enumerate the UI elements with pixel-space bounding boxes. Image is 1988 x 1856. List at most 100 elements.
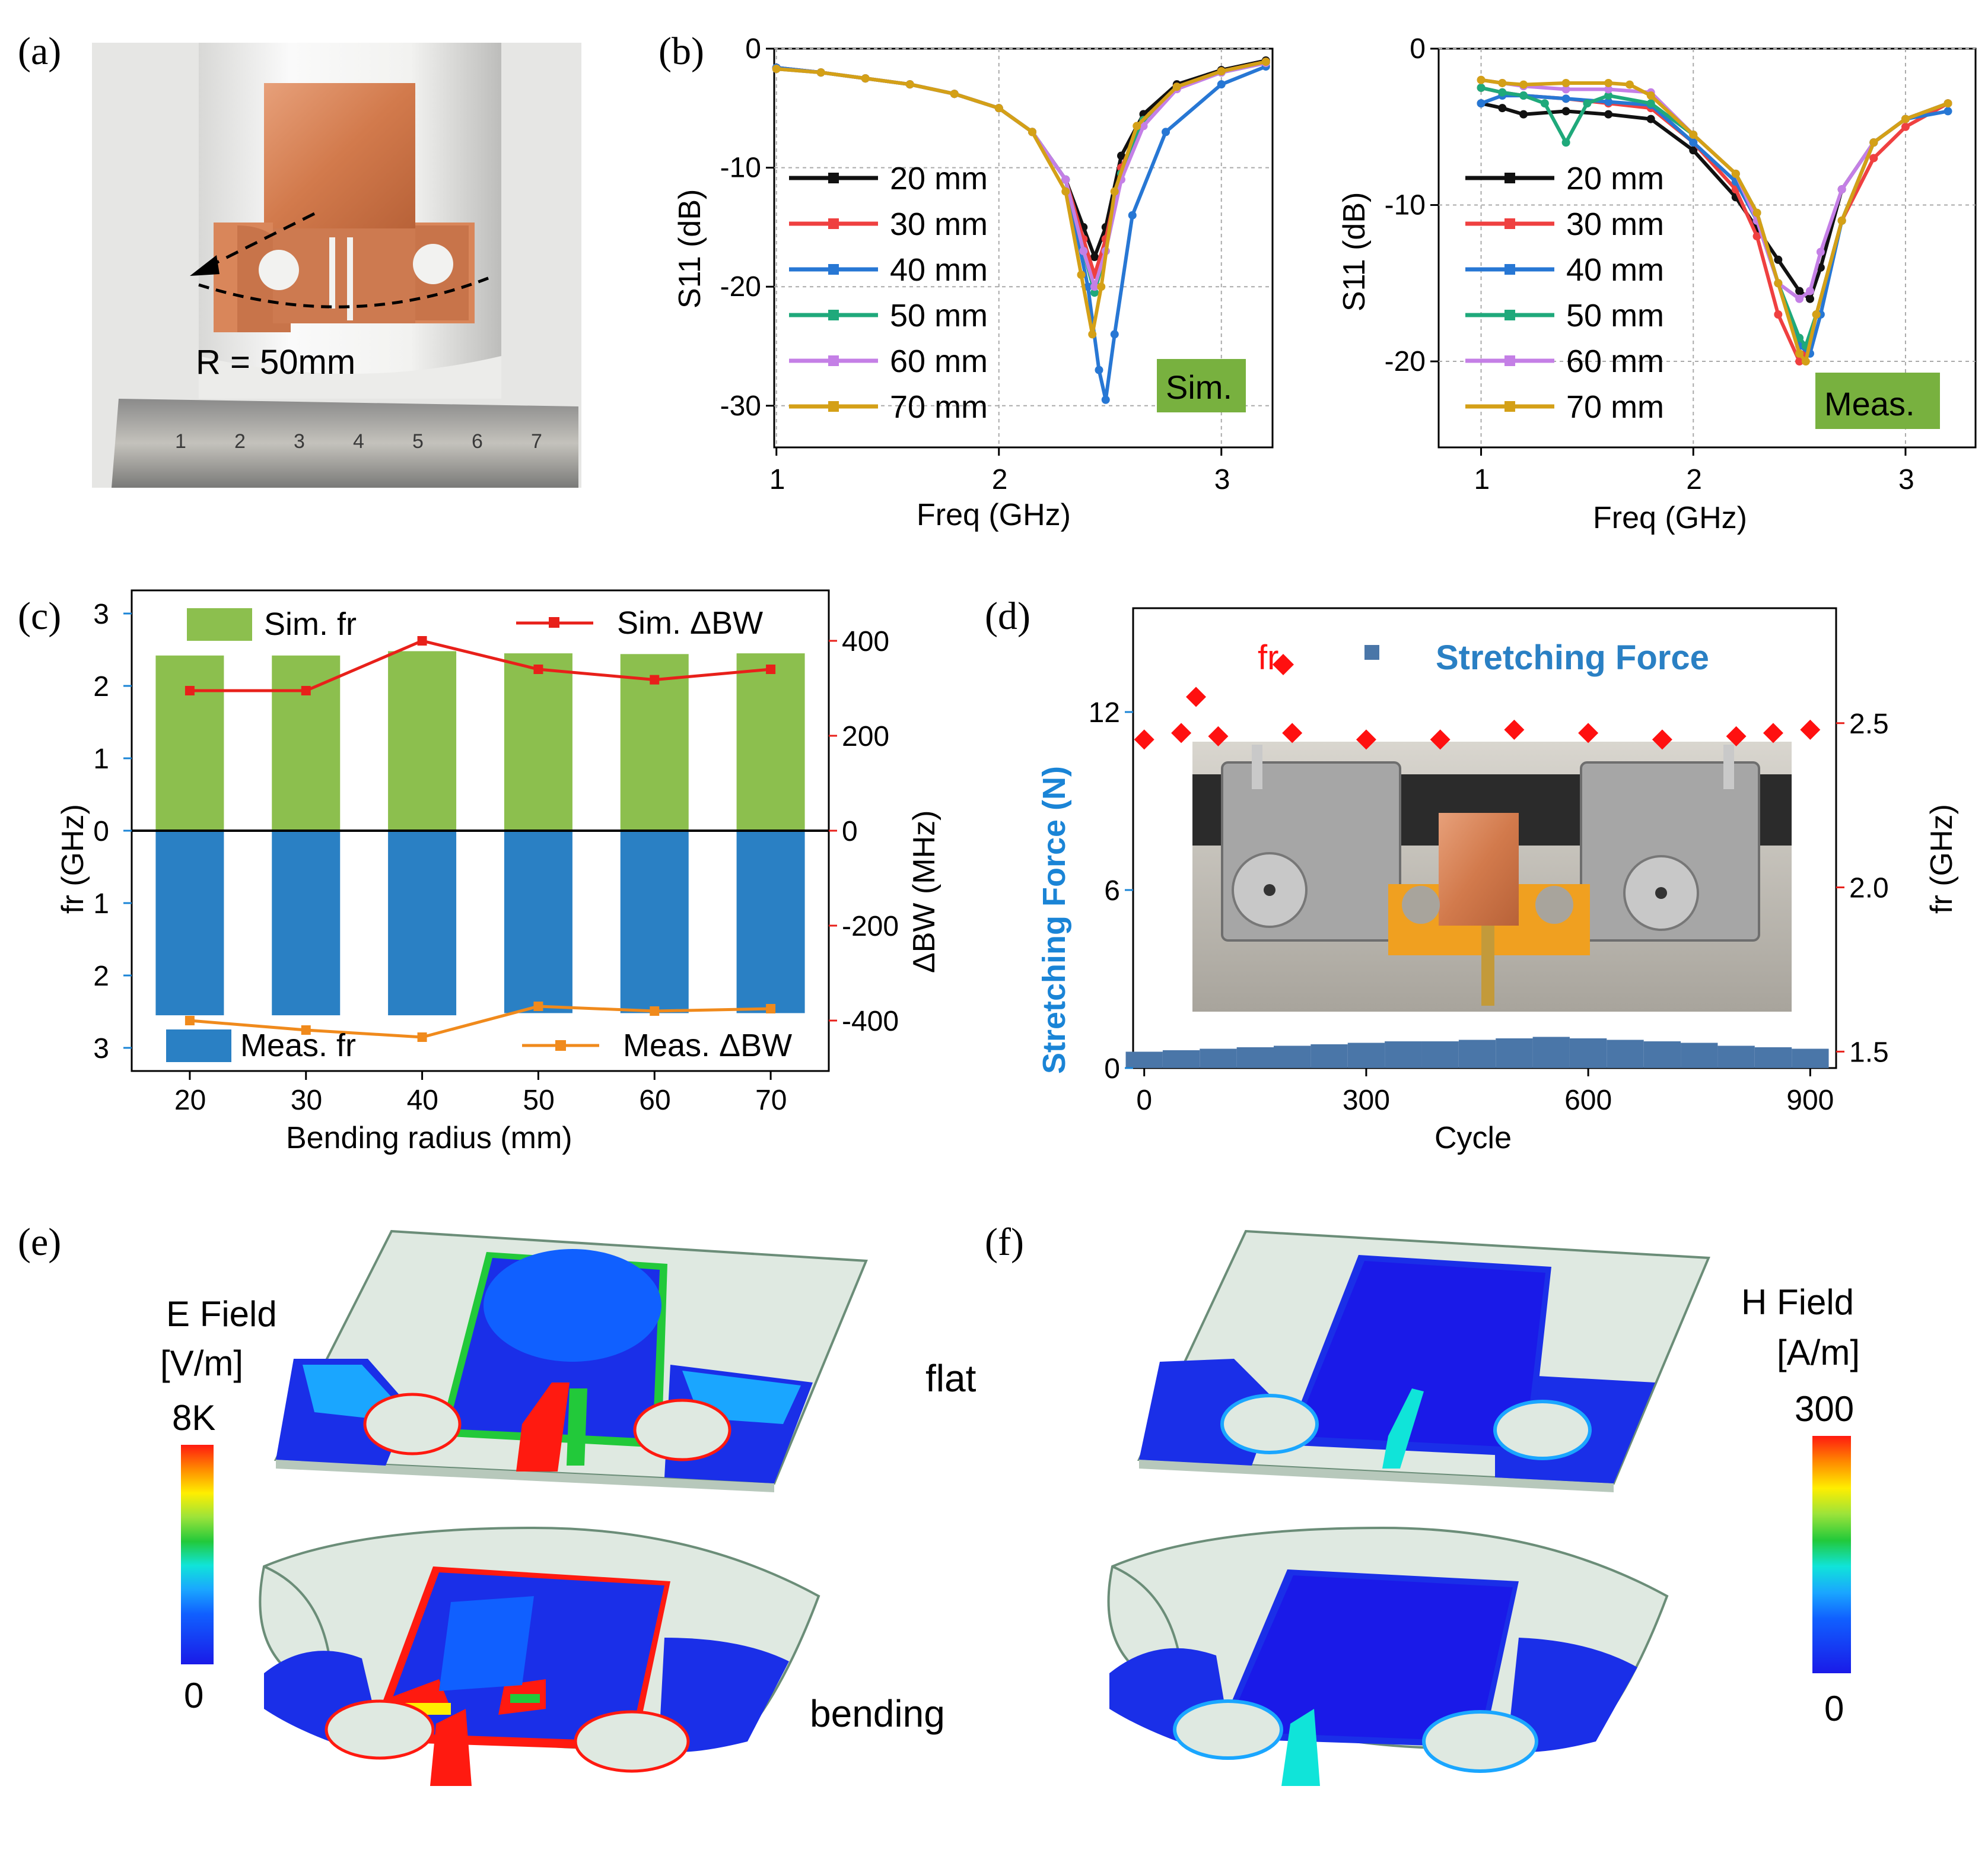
series-point-70-mm — [1944, 99, 1952, 108]
panel-label-a: (a) — [18, 30, 61, 73]
series-point-70-mm — [1077, 271, 1086, 279]
series-point-40-mm — [1944, 107, 1952, 116]
legend-marker-20-mm — [1504, 173, 1515, 183]
chart-c: 20 30 40 50 60 70 3 2 1 0 1 2 3 400 200 0 -200 -400 Sim. … — [56, 589, 941, 1155]
b-sim-ylabel: S11 (dB) — [673, 189, 707, 309]
series-point-40-mm — [1477, 99, 1486, 108]
force-bar-500 — [1496, 1038, 1533, 1068]
f-unit: [A/m] — [1777, 1333, 1860, 1372]
bw-marker-3-50 — [533, 1002, 543, 1011]
series-point-70-mm — [950, 90, 959, 98]
c-ylabel-right: ΔBW (MHz) — [907, 811, 941, 973]
ytick-label-0: 0 — [1410, 33, 1426, 65]
xtick-label-3: 3 — [1214, 464, 1230, 495]
d-ytick-right-label-1.5: 1.5 — [1849, 1037, 1889, 1068]
force-bar-600 — [1569, 1038, 1607, 1068]
legend-sim-fr: Sim. fr — [264, 606, 357, 642]
legend-label-60-mm: 60 mm — [890, 344, 988, 379]
ruler-tick-3: 3 — [294, 430, 305, 453]
series-point-70-mm — [816, 68, 825, 77]
e-title: E Field — [166, 1294, 277, 1334]
legend-label-70-mm: 70 mm — [890, 389, 988, 425]
legend-sim-bw: Sim. ΔBW — [617, 605, 763, 641]
series-point-70-mm — [1172, 82, 1181, 91]
chart-d: 0 300 600 900 0 6 12 1.5 2.0 2.5 fr Stretching Fo… — [1036, 607, 1959, 1155]
series-point-70-mm — [1837, 216, 1846, 225]
series-point-70-mm — [1731, 169, 1740, 178]
series-point-20-mm — [1805, 294, 1814, 303]
legend-sim-fr-swatch — [187, 608, 252, 641]
series-point-30-mm — [1752, 232, 1761, 241]
d-ytick-left-label-6: 6 — [1104, 875, 1120, 907]
h-field-bending-model — [1107, 1526, 1669, 1786]
photo-a: R = 50mm 1 2 3 4 5 6 7 — [92, 43, 581, 488]
ytick-label--20: -20 — [720, 271, 761, 303]
xtick-label-1: 1 — [769, 464, 785, 495]
series-point-70-mm — [1561, 78, 1570, 87]
f-title: H Field — [1741, 1282, 1854, 1322]
e-field-bending-model — [259, 1526, 820, 1786]
series-point-30-mm — [1774, 310, 1783, 319]
legend-label-50-mm: 50 mm — [1566, 298, 1664, 333]
ytick-label--10: -10 — [1385, 190, 1426, 221]
legend-marker-50-mm — [1504, 310, 1515, 320]
legend-label-30-mm: 30 mm — [890, 206, 988, 242]
series-point-70-mm — [772, 65, 781, 74]
bw-line-3 — [189, 1005, 771, 1039]
force-bar-200 — [1274, 1045, 1311, 1068]
series-point-70-mm — [1088, 330, 1097, 339]
series-point-20-mm — [1604, 110, 1613, 119]
series-point-70-mm — [1110, 187, 1119, 196]
series-point-70-mm — [994, 104, 1003, 113]
meas-fr-bar-30 — [272, 831, 341, 1016]
series-point-40-mm — [1128, 211, 1137, 220]
series-point-70-mm — [1625, 80, 1634, 89]
fr-point-900 — [1800, 719, 1821, 740]
c-xtick-label-40: 40 — [407, 1085, 438, 1116]
force-bar-300 — [1347, 1043, 1385, 1068]
series-point-70-mm — [1477, 75, 1486, 84]
sim-fr-bar-70 — [736, 653, 805, 831]
series-point-50-mm — [1090, 288, 1099, 297]
series-line-20-mm — [776, 59, 1267, 259]
ruler-tick-5: 5 — [412, 430, 424, 453]
ytick-label--20: -20 — [1385, 346, 1426, 377]
c-ytick-right-label-200: 200 — [842, 721, 889, 752]
legend-label-70-mm: 70 mm — [1566, 389, 1664, 425]
series-point-70-mm — [1689, 130, 1698, 139]
legend-label-50-mm: 50 mm — [890, 298, 988, 333]
c-xtick-label-30: 30 — [291, 1085, 322, 1116]
fr-point-500 — [1504, 719, 1525, 740]
c-xtick-label-50: 50 — [523, 1085, 554, 1116]
legend-label-60-mm: 60 mm — [1566, 344, 1664, 379]
series-point-70-mm — [1752, 208, 1761, 217]
fr-point-70 — [1186, 687, 1207, 707]
legend-marker-70-mm — [1504, 401, 1515, 412]
b-meas-ylabel: S11 (dB) — [1337, 192, 1372, 312]
legend-marker-60-mm — [828, 355, 839, 366]
series-point-60-mm — [1805, 287, 1814, 295]
fr-point-700 — [1652, 729, 1672, 750]
legend-marker-60-mm — [1504, 355, 1515, 366]
series-point-20-mm — [1646, 115, 1655, 123]
b-sim-xlabel: Freq (GHz) — [917, 498, 1071, 532]
xtick-label-1: 1 — [1474, 464, 1490, 495]
legend-meas-fr-swatch — [166, 1029, 231, 1062]
d-xtick-label-0: 0 — [1136, 1085, 1152, 1116]
series-point-60-mm — [1561, 85, 1570, 94]
bw-marker-3-60 — [650, 1006, 660, 1016]
series-point-50-mm — [1604, 91, 1613, 100]
series-point-70-mm — [1774, 279, 1783, 288]
legend-marker-30-mm — [828, 218, 839, 229]
series-point-70-mm — [1028, 128, 1036, 136]
series-point-70-mm — [861, 74, 870, 83]
fr-point-200 — [1282, 723, 1303, 743]
bw-marker-2-70 — [766, 665, 776, 674]
series-line-60-mm — [776, 61, 1267, 289]
legend-label-20-mm: 20 mm — [890, 161, 988, 196]
series-point-40-mm — [1083, 282, 1092, 291]
panel-e: E Field [V/m] 8K 0 — [160, 1229, 868, 1786]
ruler-tick-4: 4 — [353, 430, 364, 453]
d-ylabel-right: fr (GHz) — [1925, 804, 1959, 914]
c-ytick-left-label-3: 3 — [93, 599, 109, 630]
